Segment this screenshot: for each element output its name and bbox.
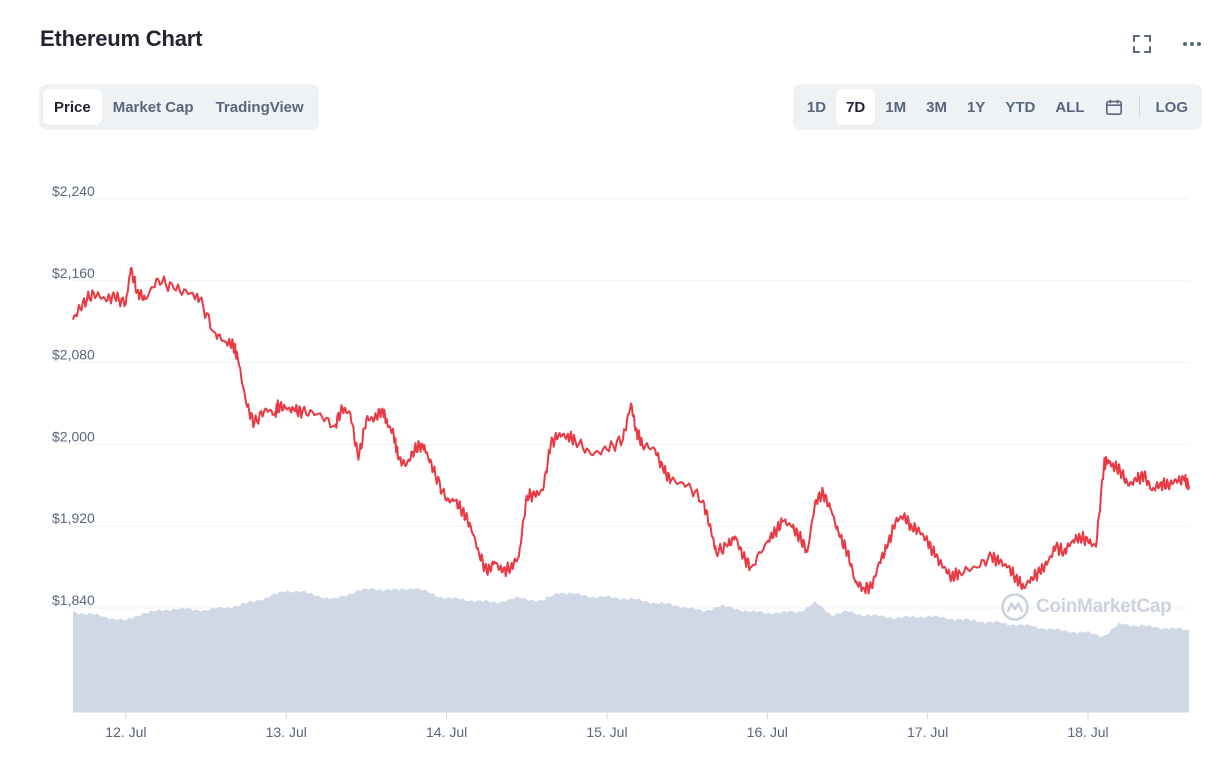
x-tick-label: 16. Jul [747,724,788,740]
chart-actions [1130,32,1204,56]
coinmarketcap-logo-icon [1001,593,1029,621]
volume-area [73,587,1189,712]
y-tick-label: $1,840 [52,592,95,608]
y-tick-label: $2,240 [52,183,95,199]
y-tick-label: $2,160 [52,265,95,281]
calendar-icon [1105,99,1122,116]
y-tick-label: $2,000 [52,428,95,444]
fullscreen-icon[interactable] [1130,32,1154,56]
watermark: CoinMarketCap [1000,592,1172,622]
watermark-text: CoinMarketCap [1036,596,1172,617]
x-tick-label: 14. Jul [426,724,467,740]
divider [1138,96,1140,118]
range-1m[interactable]: 1M [885,98,907,116]
y-tick-label: $2,080 [52,347,95,363]
x-tick-label: 17. Jul [907,724,948,740]
range-1y[interactable]: 1Y [966,98,986,116]
more-icon[interactable] [1180,32,1204,56]
range-3m[interactable]: 3M [926,98,947,116]
y-tick-label: $1,920 [52,510,95,526]
x-tick-label: 18. Jul [1067,724,1108,740]
range-1d[interactable]: 1D [806,98,827,116]
page-title: Ethereum Chart [40,26,203,51]
x-tick-label: 15. Jul [586,724,627,740]
tab-tradingview[interactable]: TradingView [215,98,304,116]
range-ytd[interactable]: YTD [1005,98,1036,116]
range-7d[interactable]: 7D [836,89,876,125]
tab-price[interactable]: Price [43,89,102,125]
range-all[interactable]: ALL [1055,98,1085,116]
calendar-button[interactable] [1095,89,1133,125]
tab-market-cap[interactable]: Market Cap [112,98,194,116]
x-tick-label: 13. Jul [266,724,307,740]
log-toggle[interactable]: LOG [1155,98,1189,116]
time-range-tabs: 1D 7D 1M 3M 1Y YTD ALL LOG [792,84,1202,130]
chart-type-tabs: Price Market Cap TradingView [39,84,319,130]
price-line [72,266,1190,595]
x-tick-label: 12. Jul [105,724,146,740]
